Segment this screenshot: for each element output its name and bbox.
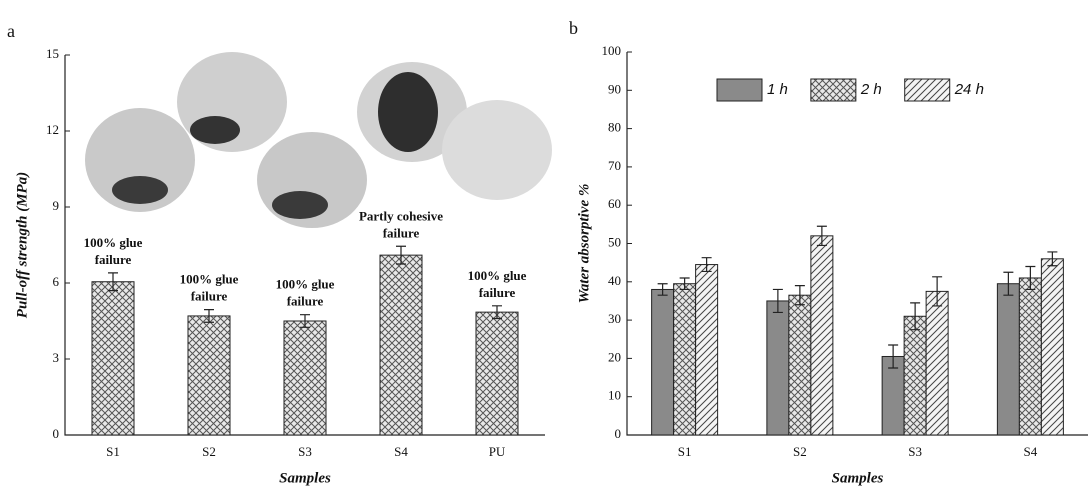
y-tick-label: 20: [608, 349, 621, 364]
x-axis-title: Samples: [832, 470, 884, 486]
x-tick-label: S4: [1024, 444, 1038, 459]
annotation: failure: [191, 289, 228, 304]
y-tick-label: 70: [608, 158, 621, 173]
bar: [475, 311, 519, 436]
annotation: 100% glue: [180, 272, 239, 287]
error-bar: [932, 276, 943, 307]
x-tick-label: PU: [489, 444, 506, 459]
y-tick-label: 40: [608, 273, 621, 288]
y-tick-label: 0: [615, 426, 622, 441]
y-tick-label: 60: [608, 196, 621, 211]
x-tick-label: S3: [908, 444, 922, 459]
bar: [903, 315, 927, 436]
y-tick-label: 10: [608, 388, 621, 403]
legend-label: 2 h: [860, 81, 882, 98]
bar: [925, 290, 949, 436]
legend-swatch: [904, 78, 951, 102]
error-bar: [300, 314, 310, 328]
error-bar: [657, 283, 668, 296]
annotation: failure: [383, 225, 420, 240]
x-tick-label: S2: [202, 444, 216, 459]
bar: [91, 281, 135, 436]
bar: [788, 294, 812, 436]
annotation: failure: [95, 252, 132, 267]
error-bar: [492, 305, 502, 320]
x-tick-label: S1: [106, 444, 120, 459]
annotation: 100% glue: [276, 277, 335, 292]
panel-label: a: [7, 21, 15, 41]
legend-label: 1 h: [767, 81, 788, 98]
bar: [283, 320, 327, 436]
x-tick-label: S4: [394, 444, 408, 459]
error-bar: [772, 288, 783, 314]
bar: [996, 283, 1020, 436]
bar: [1018, 277, 1042, 436]
bar: [673, 283, 697, 436]
legend-label: 24 h: [954, 81, 984, 98]
bar: [379, 254, 423, 436]
x-tick-label: S2: [793, 444, 807, 459]
y-tick-label: 80: [608, 120, 621, 135]
error-bar: [888, 344, 899, 369]
legend-swatch: [716, 78, 763, 102]
bar: [187, 315, 231, 436]
y-tick-label: 90: [608, 81, 621, 96]
bar: [766, 300, 790, 436]
error-bar: [816, 225, 827, 247]
x-axis-title: Samples: [279, 470, 331, 486]
bar: [1040, 258, 1064, 436]
error-bar: [108, 272, 118, 292]
error-bar: [910, 302, 921, 331]
y-tick-label: 3: [53, 350, 60, 365]
y-tick-label: 9: [53, 198, 60, 213]
y-tick-label: 12: [46, 122, 59, 137]
error-bar: [1047, 251, 1058, 267]
photos: [85, 52, 552, 228]
y-tick-label: 6: [53, 274, 60, 289]
y-axis-title: Pull-off strength (MPa): [14, 172, 30, 318]
y-tick-label: 30: [608, 311, 621, 326]
bar: [651, 288, 675, 436]
legend-swatch: [810, 78, 857, 102]
panel-label: b: [569, 18, 578, 38]
error-bar: [1003, 271, 1014, 296]
error-bar: [679, 277, 690, 291]
annotation: 100% glue: [84, 235, 143, 250]
error-bar: [701, 257, 712, 273]
annotation: failure: [287, 294, 324, 309]
y-tick-label: 50: [608, 234, 621, 249]
bar: [695, 264, 719, 436]
x-tick-label: S1: [678, 444, 692, 459]
x-tick-label: S3: [298, 444, 312, 459]
annotation: Partly cohesive: [359, 208, 443, 223]
error-bar: [204, 309, 214, 323]
y-tick-label: 0: [53, 426, 60, 441]
y-tick-label: 100: [602, 43, 622, 58]
error-bar: [794, 285, 805, 306]
annotation: 100% glue: [468, 268, 527, 283]
y-axis-title: Water absorptive %: [576, 184, 592, 304]
annotation: failure: [479, 285, 516, 300]
error-bar: [1025, 265, 1036, 291]
error-bar: [396, 245, 406, 265]
bar: [810, 235, 834, 436]
y-tick-label: 15: [46, 46, 59, 61]
